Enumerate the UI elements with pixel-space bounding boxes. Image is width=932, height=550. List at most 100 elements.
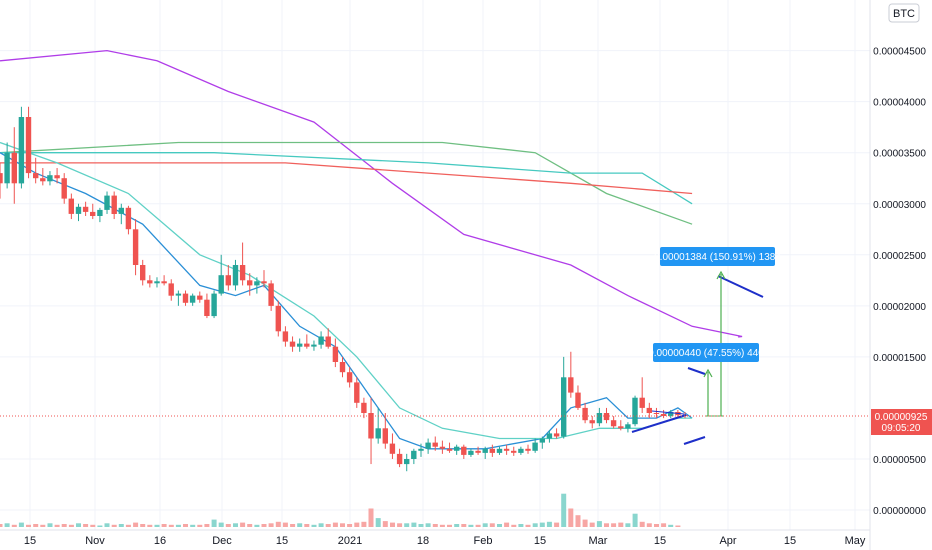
volume-bar	[632, 513, 638, 527]
x-tick-label: 15	[784, 535, 796, 547]
candle-body	[161, 281, 167, 284]
candle-body	[582, 407, 588, 421]
volume-bar	[675, 525, 681, 527]
volume-bar	[125, 524, 131, 527]
y-tick-label: 0.00000000	[873, 506, 926, 517]
volume-bar	[118, 524, 124, 527]
volume-bar	[397, 523, 403, 527]
volume-bar	[233, 523, 238, 527]
time-axis[interactable]: 15 Nov 16 Dec 15 2021 18 Feb 15 Mar 15 Apr 15 May	[0, 529, 870, 547]
volume-bar	[218, 522, 224, 527]
candle-body	[596, 413, 603, 424]
volume-bar	[554, 522, 560, 527]
candle-body	[553, 433, 560, 437]
volume-bar	[183, 524, 188, 527]
candle-body	[111, 195, 117, 214]
volume-bar	[18, 522, 24, 527]
candle-body	[639, 397, 645, 408]
symbol-badge	[888, 3, 920, 23]
candle-body	[225, 275, 231, 286]
volume-bar	[104, 523, 110, 527]
candle-body	[0, 173, 3, 184]
volume-bar	[83, 524, 89, 527]
volume-bar	[154, 524, 160, 527]
candle-body	[346, 372, 353, 383]
volume-bar	[661, 523, 667, 527]
candle-body	[482, 448, 488, 453]
annotation-large-target	[660, 247, 775, 266]
candle-body	[318, 336, 324, 345]
candle-body	[247, 280, 253, 286]
volume-bar	[546, 521, 552, 527]
price-axis[interactable]: 0.00004500 0.00004000 0.00003500 0.00003000…	[869, 0, 926, 550]
x-tick-label: Apr	[719, 535, 736, 547]
volume-bar	[418, 524, 424, 527]
candle-body	[404, 459, 410, 465]
candle-body	[418, 448, 424, 451]
trendline-projection	[683, 436, 706, 445]
volume-bar	[268, 523, 274, 527]
candlesticks	[0, 106, 688, 472]
candle-body	[475, 450, 481, 453]
candle-body	[668, 412, 674, 417]
candle-body	[561, 377, 567, 437]
candle-body	[239, 265, 246, 281]
volume-bar	[197, 524, 203, 527]
volume-bar	[390, 522, 395, 527]
volume-bar	[568, 508, 574, 527]
candle-body	[261, 281, 267, 284]
trendline-upper	[651, 410, 685, 415]
target-arrowhead-small	[703, 368, 713, 378]
candle-body	[297, 343, 303, 347]
volume-bar	[461, 524, 467, 527]
y-tick-label: 0.00004500	[873, 47, 926, 58]
candle-body	[211, 293, 217, 317]
volume-bar	[668, 524, 674, 527]
candle-body	[339, 362, 346, 373]
volume-bar	[539, 522, 545, 527]
x-tick-label: 15	[24, 535, 36, 547]
candle-body	[204, 299, 210, 316]
volume-bar	[454, 524, 460, 527]
candle-body	[40, 178, 46, 182]
candle-body	[389, 443, 396, 454]
candle-body	[275, 305, 281, 332]
volume-bar	[482, 523, 488, 527]
volume-bar	[497, 524, 502, 527]
last-price-badge	[871, 409, 932, 435]
x-tick-label: 15	[534, 535, 546, 547]
volume-bars	[0, 493, 681, 527]
candle-body	[461, 446, 467, 455]
x-tick-label: 2021	[338, 535, 362, 547]
candle-body	[47, 175, 53, 182]
volume-bar	[161, 524, 167, 527]
candle-body	[118, 207, 124, 214]
y-tick-label: 0.00002500	[873, 251, 926, 262]
candle-body	[439, 446, 446, 449]
candle-body	[325, 336, 331, 347]
target-trendline-mid	[687, 367, 706, 375]
candle-body	[54, 175, 60, 179]
y-tick-label: 0.00003000	[873, 200, 926, 211]
candle-body	[446, 448, 453, 451]
candle-body	[132, 229, 139, 265]
candle-body	[368, 413, 374, 439]
volume-bar	[0, 524, 3, 527]
candle-body	[332, 346, 339, 362]
candle-body	[82, 206, 89, 212]
volume-bar	[133, 522, 139, 527]
volume-bar	[425, 523, 431, 527]
volume-bar	[582, 519, 588, 527]
candle-body	[568, 377, 574, 393]
x-tick-label: May	[845, 535, 866, 547]
candle-body	[518, 448, 524, 453]
candle-body	[125, 207, 132, 230]
volume-bar	[311, 524, 317, 527]
candle-body	[425, 442, 431, 449]
volume-bar	[340, 523, 345, 527]
grid-lines	[0, 0, 870, 530]
volume-bar	[290, 524, 296, 527]
volume-bar	[475, 524, 481, 527]
volume-bar	[347, 524, 353, 527]
